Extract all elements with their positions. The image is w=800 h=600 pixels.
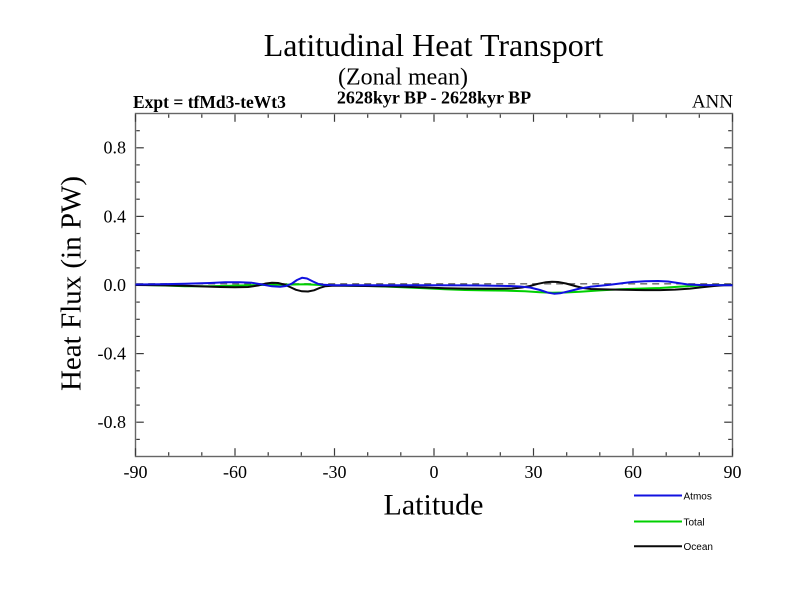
svg-text:0: 0 [430,462,439,482]
svg-text:2628kyr BP - 2628kyr BP: 2628kyr BP - 2628kyr BP [337,88,531,108]
svg-text:(Zonal mean): (Zonal mean) [338,65,468,91]
svg-text:90: 90 [724,462,742,482]
svg-text:-30: -30 [323,462,347,482]
svg-text:Latitudinal Heat Transport: Latitudinal Heat Transport [264,27,604,63]
svg-text:Atmos: Atmos [684,491,712,502]
svg-text:30: 30 [525,462,543,482]
svg-text:ANN: ANN [692,92,733,113]
svg-text:Expt = tfMd3-teWt3: Expt = tfMd3-teWt3 [133,92,286,112]
svg-text:0.4: 0.4 [104,206,127,226]
svg-text:-0.4: -0.4 [98,344,127,364]
svg-text:Latitude: Latitude [384,489,484,522]
svg-text:0.8: 0.8 [104,138,127,158]
svg-text:60: 60 [624,462,642,482]
svg-text:-0.8: -0.8 [98,412,127,432]
svg-text:Total: Total [684,517,705,528]
svg-text:-90: -90 [124,462,148,482]
svg-text:Heat Flux (in PW): Heat Flux (in PW) [56,176,88,391]
svg-text:Ocean: Ocean [684,542,713,553]
svg-text:0.0: 0.0 [104,275,127,295]
svg-text:-60: -60 [223,462,247,482]
